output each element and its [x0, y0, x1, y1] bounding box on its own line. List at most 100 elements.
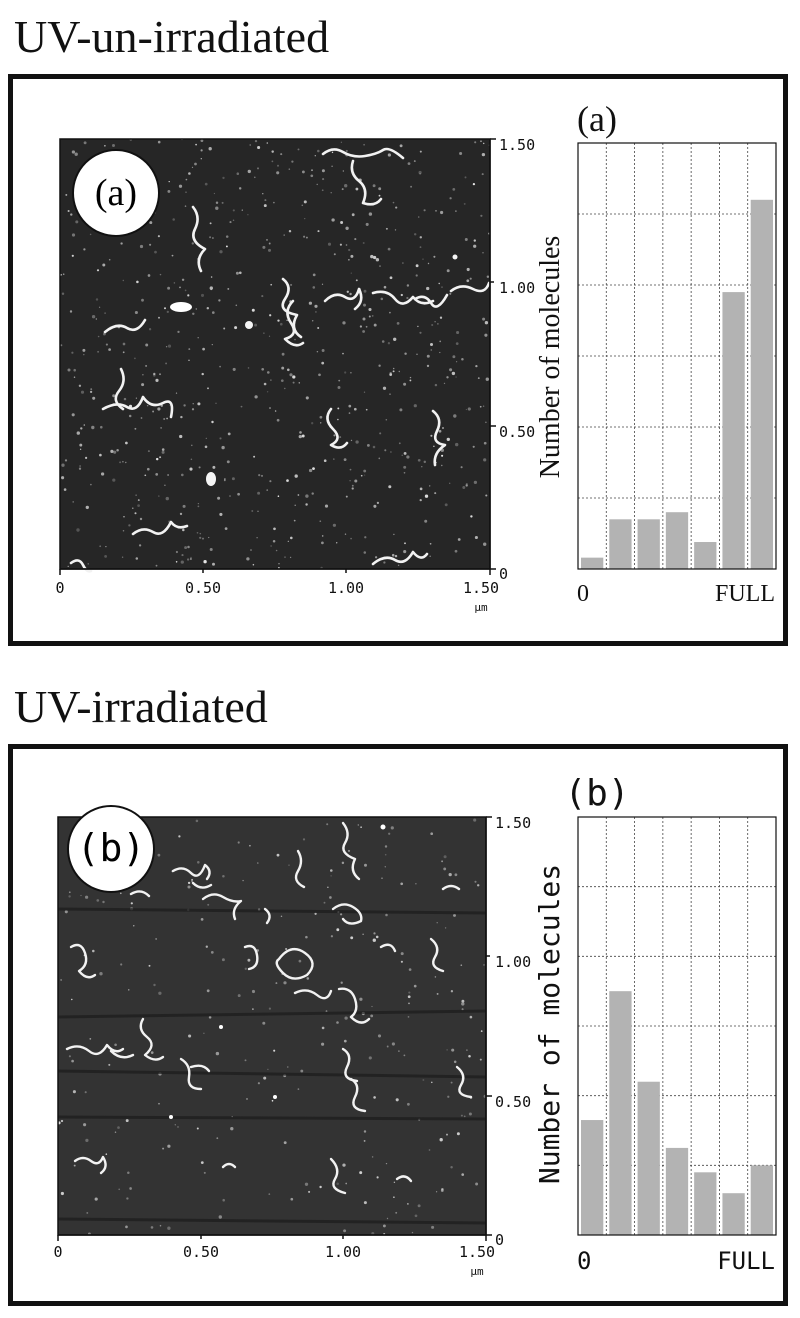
afm-speck	[256, 167, 260, 170]
afm-speck	[167, 189, 171, 193]
afm-speck	[303, 200, 307, 204]
afm-speck	[368, 307, 372, 312]
afm-speck	[180, 473, 184, 477]
afm-speck	[357, 824, 360, 826]
afm-speck	[83, 248, 86, 251]
afm-speck	[433, 445, 435, 447]
afm-speck	[331, 165, 333, 168]
afm-speck	[284, 387, 286, 390]
afm-speck	[175, 392, 178, 394]
afm-speck	[244, 1059, 247, 1062]
afm-speck	[383, 285, 387, 289]
afm-speck	[311, 169, 313, 172]
afm-speck	[120, 963, 123, 966]
afm-speck	[128, 524, 131, 527]
afm-speck	[211, 237, 214, 239]
afm-speck	[155, 938, 157, 940]
afm-speck	[286, 368, 290, 372]
afm-speck	[348, 404, 352, 408]
afm-speck	[474, 535, 478, 540]
afm-speck	[161, 448, 165, 451]
afm-speck	[431, 323, 434, 327]
afm-speck	[403, 550, 407, 554]
afm-speck	[237, 841, 240, 844]
afm-y-tick-labels-a: 1.50 1.00 0.50 0	[499, 136, 535, 583]
afm-speck	[167, 344, 172, 348]
afm-speck	[298, 959, 302, 963]
afm-x-tick-labels-a: 0 0.50 1.00 1.50 µm	[55, 579, 499, 614]
afm-speck	[430, 434, 433, 437]
afm-speck	[184, 205, 187, 207]
afm-speck	[126, 1197, 129, 1200]
afm-speck	[137, 504, 140, 507]
afm-speck	[461, 1002, 465, 1006]
afm-speck	[372, 255, 377, 260]
afm-speck	[407, 1203, 409, 1205]
afm-speck	[179, 434, 183, 439]
afm-speck	[342, 352, 344, 355]
afm-speck	[187, 545, 190, 549]
afm-speck	[317, 149, 320, 153]
afm-speck	[158, 495, 160, 497]
afm-speck	[413, 404, 417, 408]
afm-speck	[201, 537, 205, 540]
afm-speck	[146, 404, 149, 407]
afm-speck	[479, 405, 482, 408]
afm-speck	[343, 458, 347, 462]
afm-speck	[423, 209, 426, 212]
afm-speck	[483, 964, 485, 966]
afm-speck	[68, 895, 71, 898]
afm-speck	[370, 1014, 374, 1018]
afm-speck	[155, 457, 159, 461]
afm-speck	[483, 542, 487, 546]
afm-speck	[167, 1144, 171, 1148]
afm-speck	[419, 173, 421, 175]
afm-speck	[191, 408, 195, 411]
afm-speck	[455, 361, 458, 363]
afm-speck	[378, 187, 382, 191]
afm-speck	[238, 187, 242, 190]
afm-speck	[289, 556, 292, 559]
afm-speck	[485, 377, 489, 381]
afm-speck	[222, 1198, 225, 1202]
afm-speck	[391, 1042, 395, 1046]
afm-speck	[389, 393, 391, 395]
afm-speck	[195, 308, 198, 310]
afm-speck	[218, 1215, 222, 1219]
afm-speck	[114, 1131, 117, 1133]
afm-speck	[336, 1021, 339, 1024]
afm-speck	[197, 402, 201, 406]
afm-speck	[399, 144, 403, 148]
afm-speck	[210, 951, 214, 954]
afm-speck	[85, 456, 88, 459]
afm-x-tick-labels-b: 0 0.50 1.00 1.50 µm	[53, 1243, 495, 1278]
afm-speck	[424, 519, 428, 523]
afm-speck	[400, 882, 404, 886]
afm-speck	[213, 192, 216, 195]
afm-speck	[252, 1008, 254, 1010]
histogram-b: (b) Number of molecules 0 FULL	[533, 773, 777, 1275]
afm-speck	[60, 1119, 64, 1123]
afm-speck	[427, 262, 430, 265]
afm-speck	[67, 368, 71, 372]
histogram-bar-6	[722, 1193, 745, 1235]
afm-speck	[273, 527, 276, 531]
afm-speck	[469, 1015, 473, 1019]
afm-speck	[135, 397, 138, 399]
afm-speck	[359, 325, 363, 328]
afm-speck	[196, 1127, 199, 1130]
afm-speck	[299, 431, 302, 434]
afm-speck	[342, 170, 344, 172]
afm-y-tick-a-150: 1.50	[499, 136, 535, 154]
section-title-irradiated: UV-irradiated	[14, 681, 268, 732]
afm-speck	[416, 353, 418, 356]
afm-speck	[219, 365, 221, 368]
afm-speck	[473, 480, 478, 485]
afm-speck	[67, 209, 70, 213]
afm-speck	[384, 853, 387, 856]
afm-speck	[230, 1127, 234, 1131]
afm-speck	[159, 373, 161, 376]
afm-speck	[160, 427, 162, 429]
afm-speck	[203, 1171, 206, 1174]
afm-speck	[474, 880, 477, 883]
